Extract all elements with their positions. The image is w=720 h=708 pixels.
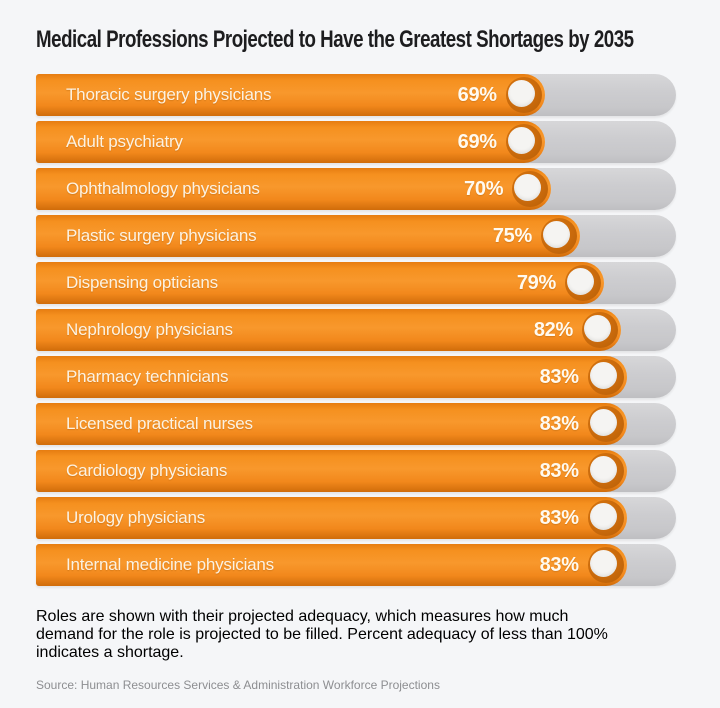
- bar-row: Cardiology physicians 83%: [36, 450, 676, 492]
- bar-fill: Ophthalmology physicians 70%: [36, 168, 552, 210]
- bar-knob-icon: [512, 171, 549, 207]
- bar-row: Ophthalmology physicians 70%: [36, 168, 676, 210]
- bar-label: Urology physicians: [66, 508, 206, 527]
- bar-fill: Adult psychiatry 69%: [36, 121, 545, 163]
- bar-value: 83%: [539, 365, 579, 388]
- bar-value: 83%: [539, 459, 579, 482]
- bar-value: 83%: [539, 412, 579, 435]
- bar-knob-icon: [587, 406, 624, 442]
- bar-label: Cardiology physicians: [66, 461, 228, 480]
- bar-label: Ophthalmology physicians: [66, 179, 260, 198]
- bar-track: Urology physicians 83%: [36, 497, 676, 539]
- bar-track: Ophthalmology physicians 70%: [36, 168, 676, 210]
- bar-track: Pharmacy technicians 83%: [36, 356, 676, 398]
- bar-knob-icon: [581, 312, 618, 348]
- bar-label: Thoracic surgery physicians: [66, 85, 272, 104]
- bar-track: Plastic surgery physicians 75%: [36, 215, 676, 257]
- bar-track: Thoracic surgery physicians 69%: [36, 74, 676, 116]
- bar-track: Nephrology physicians 82%: [36, 309, 676, 351]
- bar-knob-icon: [587, 500, 624, 536]
- bar-value: 83%: [539, 553, 579, 576]
- bar-label: Plastic surgery physicians: [66, 226, 257, 245]
- bar-value: 75%: [492, 224, 532, 247]
- bar-row: Urology physicians 83%: [36, 497, 676, 539]
- bar-track: Adult psychiatry 69%: [36, 121, 676, 163]
- bar-fill: Internal medicine physicians 83%: [36, 544, 627, 586]
- bar-fill: Pharmacy technicians 83%: [36, 356, 627, 398]
- bar-knob-icon: [587, 453, 624, 489]
- bar-fill: Licensed practical nurses 83%: [36, 403, 627, 445]
- bar-knob-icon: [565, 265, 601, 301]
- bar-row: Thoracic surgery physicians 69%: [36, 74, 676, 116]
- bar-label: Internal medicine physicians: [66, 555, 274, 574]
- page-title: Medical Professions Projected to Have th…: [36, 26, 634, 53]
- note-line: demand for the role is projected to be f…: [36, 626, 608, 643]
- bar-row: Nephrology physicians 82%: [36, 309, 676, 351]
- bar-knob-icon: [541, 218, 577, 254]
- note-line: indicates a shortage.: [36, 644, 184, 661]
- bar-value: 79%: [516, 271, 556, 294]
- bar-knob-icon: [587, 359, 624, 395]
- bar-fill: Cardiology physicians 83%: [36, 450, 627, 492]
- bar-fill: Thoracic surgery physicians 69%: [36, 74, 545, 116]
- bar-fill: Dispensing opticians 79%: [36, 262, 604, 304]
- bar-track: Internal medicine physicians 83%: [36, 544, 676, 586]
- bar-fill: Urology physicians 83%: [36, 497, 627, 539]
- bar-track: Licensed practical nurses 83%: [36, 403, 676, 445]
- bar-row: Plastic surgery physicians 75%: [36, 215, 676, 257]
- bar-label: Dispensing opticians: [66, 273, 218, 292]
- bar-label: Nephrology physicians: [66, 320, 233, 339]
- bar-knob-icon: [505, 124, 542, 160]
- note-line: Roles are shown with their projected ade…: [36, 608, 569, 625]
- bar-row: Licensed practical nurses 83%: [36, 403, 676, 445]
- bar-row: Adult psychiatry 69%: [36, 121, 676, 163]
- bar-knob-icon: [587, 547, 624, 583]
- bar-value: 70%: [464, 177, 504, 200]
- bar-chart: Thoracic surgery physicians 69% Adult psyc…: [36, 74, 676, 586]
- bar-track: Cardiology physicians 83%: [36, 450, 676, 492]
- bar-knob-icon: [505, 77, 542, 113]
- bar-label: Pharmacy technicians: [66, 367, 229, 386]
- bar-row: Dispensing opticians 79%: [36, 262, 676, 304]
- bar-track: Dispensing opticians 79%: [36, 262, 676, 304]
- bar-fill: Nephrology physicians 82%: [36, 309, 621, 351]
- bar-value: 83%: [539, 506, 579, 529]
- bar-row: Pharmacy technicians 83%: [36, 356, 676, 398]
- source-text: Source: Human Resources Services & Admin…: [36, 678, 440, 692]
- bar-value: 82%: [533, 318, 573, 341]
- bar-fill: Plastic surgery physicians 75%: [36, 215, 580, 257]
- bar-value: 69%: [457, 130, 497, 153]
- bar-label: Adult psychiatry: [66, 132, 183, 151]
- bar-label: Licensed practical nurses: [66, 414, 253, 433]
- bar-value: 69%: [457, 83, 497, 106]
- bar-row: Internal medicine physicians 83%: [36, 544, 676, 586]
